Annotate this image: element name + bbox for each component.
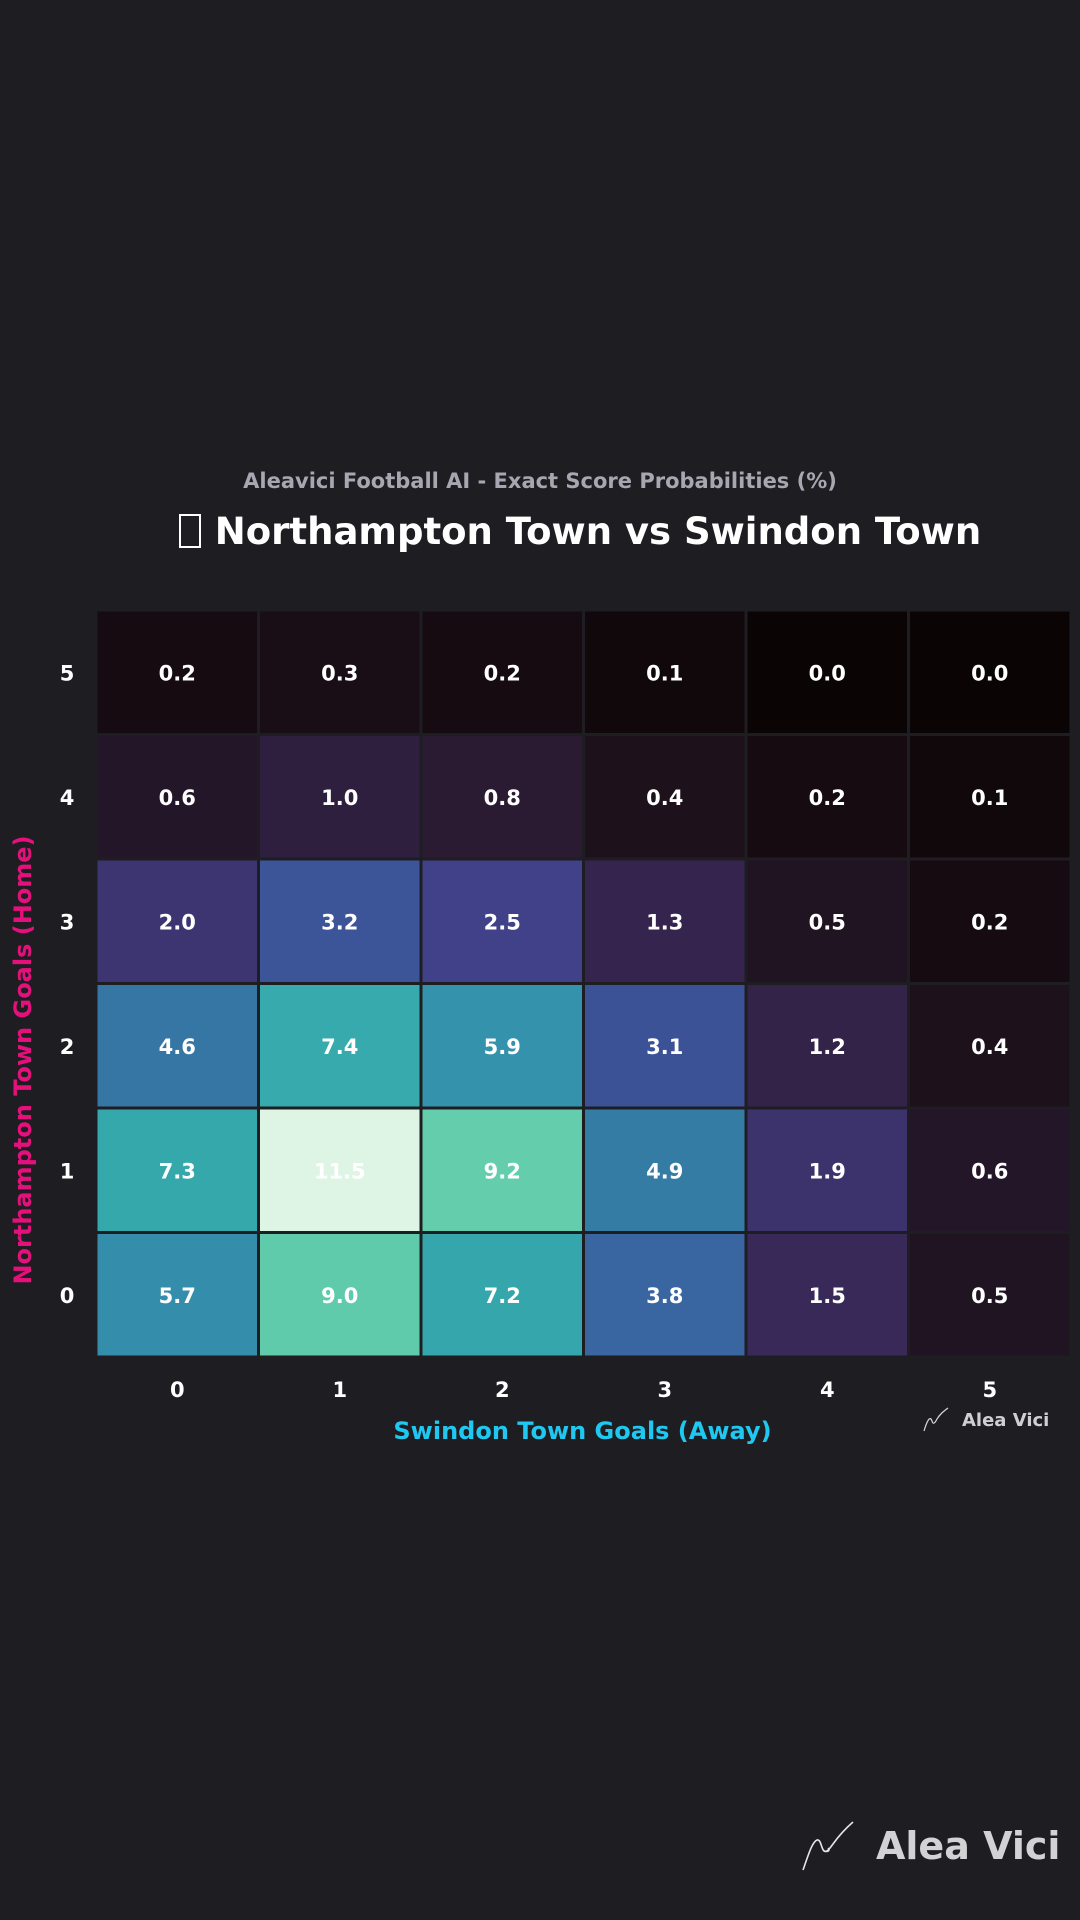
watermark-brand-label: Alea Vici: [876, 1824, 1061, 1868]
heatmap-cell: [582, 733, 748, 861]
missing-glyph-icon: [178, 514, 201, 548]
small-brand: Alea Vici: [922, 1405, 1049, 1435]
y-tick-label: 5: [60, 661, 75, 685]
cell-value-label: 0.8: [484, 786, 521, 810]
cell-value-label: 0.1: [971, 786, 1008, 810]
cell-value-label: 7.3: [159, 1159, 196, 1183]
watermark-brand: Alea Vici: [800, 1818, 1060, 1874]
heatmap-cell: [907, 1106, 1073, 1234]
heatmap-cell: [744, 857, 910, 985]
cell-value-label: 0.2: [159, 661, 196, 685]
cell-value-label: 5.7: [159, 1284, 196, 1308]
heatmap-cell: [419, 857, 585, 985]
cell-value-label: 1.0: [321, 786, 358, 810]
cell-value-label: 7.4: [321, 1035, 358, 1059]
y-axis-label: Northampton Town Goals (Home): [9, 835, 37, 1285]
cell-value-label: 5.9: [484, 1035, 521, 1059]
heatmap-cell: [907, 733, 1073, 861]
heatmap-cell: [907, 608, 1073, 736]
heatmap-cell: [582, 1231, 748, 1359]
cell-value-label: 0.4: [646, 786, 683, 810]
chart-subtitle: Aleavici Football AI - Exact Score Proba…: [243, 469, 837, 493]
cell-value-label: 1.5: [809, 1284, 846, 1308]
cell-value-label: 0.2: [971, 910, 1008, 934]
x-tick-label: 4: [820, 1378, 835, 1402]
heatmap-cell: [582, 1106, 748, 1234]
heatmap-cell: [257, 1231, 423, 1359]
cell-value-label: 7.2: [484, 1284, 521, 1308]
x-tick-label: 5: [982, 1378, 997, 1402]
cell-value-label: 0.5: [809, 910, 846, 934]
heatmap-cell: [257, 608, 423, 736]
cell-value-label: 1.9: [809, 1159, 846, 1183]
heatmap-cell: [744, 982, 910, 1110]
heatmap-cell: [582, 982, 748, 1110]
cell-value-label: 4.6: [159, 1035, 196, 1059]
cell-value-label: 0.0: [971, 661, 1008, 685]
signature-icon: [923, 1407, 949, 1432]
small-brand-label: Alea Vici: [962, 1409, 1050, 1431]
chart-title: Northampton Town vs Swindon Town: [214, 510, 982, 553]
chart-title-row: Northampton Town vs Swindon Town: [175, 510, 985, 553]
cell-value-label: 0.1: [646, 661, 683, 685]
y-tick-label: 3: [60, 910, 75, 934]
y-tick-label: 4: [60, 786, 75, 810]
cell-value-label: 9.0: [321, 1284, 358, 1308]
cell-value-label: 1.3: [646, 910, 683, 934]
cell-value-label: 1.2: [809, 1035, 846, 1059]
x-axis-label: Swindon Town Goals (Away): [393, 1417, 772, 1445]
x-tick-label: 0: [170, 1378, 185, 1402]
cell-value-label: 0.0: [809, 661, 846, 685]
y-tick-label: 2: [60, 1035, 75, 1059]
y-tick-label: 1: [60, 1159, 75, 1183]
heatmap-cell: [257, 982, 423, 1110]
cell-value-label: 2.0: [159, 910, 196, 934]
cell-value-label: 11.5: [314, 1159, 366, 1183]
heatmap-cell: [94, 1106, 260, 1234]
cell-value-label: 0.3: [321, 661, 358, 685]
heatmap-cell: [744, 1231, 910, 1359]
heatmap-cell: [257, 1106, 423, 1234]
signature-icon: [802, 1821, 854, 1871]
cell-value-label: 3.1: [646, 1035, 683, 1059]
cell-value-label: 3.8: [646, 1284, 683, 1308]
cell-value-label: 0.5: [971, 1284, 1008, 1308]
cell-value-label: 0.2: [809, 786, 846, 810]
x-tick-label: 1: [332, 1378, 347, 1402]
cell-value-label: 3.2: [321, 910, 358, 934]
cell-value-label: 0.6: [971, 1159, 1008, 1183]
x-tick-label: 2: [495, 1378, 510, 1402]
heatmap-cell: [419, 1231, 585, 1359]
heatmap-cell: [907, 982, 1073, 1110]
cell-value-label: 9.2: [484, 1159, 521, 1183]
heatmap-cell: [744, 1106, 910, 1234]
cell-value-label: 0.4: [971, 1035, 1008, 1059]
x-tick-label: 3: [657, 1378, 672, 1402]
heatmap-cell: [419, 982, 585, 1110]
cell-value-label: 4.9: [646, 1159, 683, 1183]
heatmap-cell: [907, 1231, 1073, 1359]
heatmap-cell: [582, 608, 748, 736]
cell-value-label: 0.6: [159, 786, 196, 810]
cell-value-label: 2.5: [484, 910, 521, 934]
heatmap-cell: [94, 733, 260, 861]
cell-value-label: 0.2: [484, 661, 521, 685]
y-tick-label: 0: [60, 1284, 75, 1308]
